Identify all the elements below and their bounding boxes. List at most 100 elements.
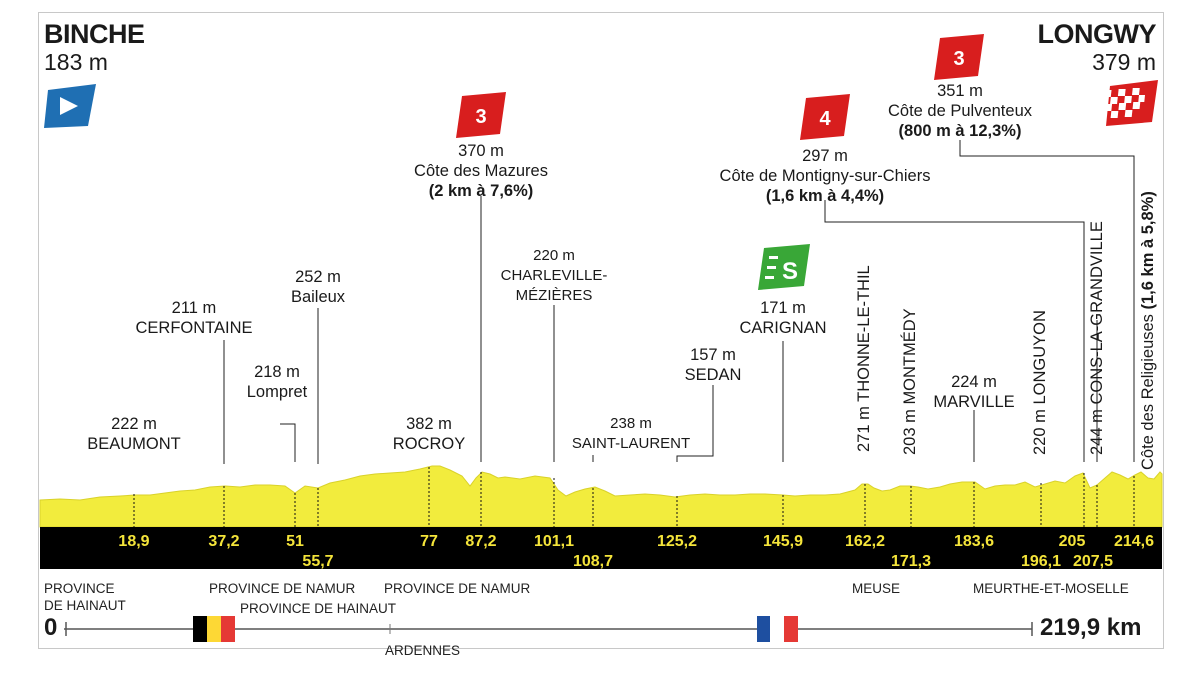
place-rocroy: 382 m ROCROY (369, 414, 489, 454)
place-name: CHARLEVILLE- (500, 267, 608, 284)
km-mark: 145,9 (763, 533, 803, 550)
province-namur-2: PROVINCE DE NAMUR (384, 581, 531, 596)
belgium-flag-icon (193, 616, 235, 642)
climb-name: Côte des Mazures (414, 162, 548, 180)
start-flag-icon (44, 84, 96, 128)
place-thonne-le-thil: 271 m THONNE-LE-THIL (855, 265, 873, 452)
svg-text:S: S (782, 258, 798, 285)
place-altitude: 238 m (610, 415, 652, 432)
france-flag-icon (757, 616, 798, 642)
km-mark: 183,6 (954, 533, 994, 550)
place-altitude: 222 m (111, 415, 157, 433)
km-mark: 55,7 (302, 553, 333, 570)
km-mark: 108,7 (573, 553, 613, 570)
place-altitude: 224 m (951, 373, 997, 391)
place-name: CERFONTAINE (135, 319, 253, 337)
place-name: BEAUMONT (87, 435, 181, 453)
sprint-badge-icon: S (758, 244, 810, 290)
dept-meuse: MEUSE (852, 581, 901, 596)
start-city: BINCHE (44, 19, 145, 49)
km-mark: 196,1 (1021, 553, 1061, 570)
svg-text:3: 3 (953, 48, 964, 70)
distance-total: 219,9 km (1040, 614, 1142, 641)
km-mark: 37,2 (208, 533, 239, 550)
start-altitude: 183 m (44, 49, 108, 75)
place-altitude: 382 m (406, 415, 452, 433)
finish-flag-icon (1103, 80, 1158, 126)
climb-cat-badge-montigny: 4 (800, 94, 850, 140)
climb-name: Côte de Pulventeux (887, 102, 1032, 120)
km-labels: 18,9 37,2 51 55,7 77 87,2 101,1 108,7 12… (118, 533, 1154, 570)
place-name: SEDAN (684, 366, 742, 384)
climb-detail: (1,6 km à 4,4%) (765, 187, 885, 205)
km-mark: 87,2 (465, 533, 496, 550)
place-name: MARVILLE (933, 393, 1015, 411)
leader-lines (223, 140, 1135, 464)
province-line: PROVINCE (44, 581, 115, 596)
climb-detail: (800 m à 12,3%) (898, 122, 1022, 140)
svg-text:4: 4 (819, 108, 831, 130)
climb-montigny: 297 m Côte de Montigny-sur-Chiers (1,6 k… (680, 146, 970, 206)
km-band (40, 527, 1162, 569)
place-altitude: 218 m (254, 363, 300, 381)
climb-name: Côte des Religieuses (1139, 314, 1157, 470)
place-cerfontaine: 211 m CERFONTAINE (114, 298, 274, 338)
place-name: ROCROY (392, 435, 466, 453)
climb-name: Côte de Montigny-sur-Chiers (719, 167, 931, 185)
province-hainaut: PROVINCE DE HAINAUT (44, 580, 126, 614)
climb-detail: (1,6 km à 5,8%) (1139, 191, 1157, 310)
place-montmedy: 203 m MONTMÉDY (901, 308, 919, 455)
place-lompret: 218 m Lompret (222, 362, 332, 402)
km-mark: 214,6 (1114, 533, 1154, 550)
province-namur-1: PROVINCE DE NAMUR (209, 581, 356, 596)
distance-start: 0 (44, 614, 58, 641)
place-longuyon: 220 m LONGUYON (1031, 310, 1049, 455)
km-mark: 205 (1059, 533, 1086, 550)
sprint-altitude: 171 m (760, 299, 806, 317)
place-altitude: 211 m (171, 299, 217, 317)
place-marville: 224 m MARVILLE (922, 372, 1026, 412)
place-sedan: 157 m SEDAN (663, 345, 763, 385)
place-charleville: 220 m CHARLEVILLE- MÉZIÈRES (484, 246, 624, 306)
climb-altitude: 297 m (802, 147, 848, 165)
finish-altitude: 379 m (1092, 49, 1156, 75)
km-mark: 207,5 (1073, 553, 1113, 570)
km-mark: 77 (420, 533, 438, 550)
place-name: SAINT-LAURENT (571, 435, 691, 452)
place-beaumont: 222 m BEAUMONT (64, 414, 204, 454)
province-line: DE HAINAUT (44, 598, 126, 613)
km-mark: 101,1 (534, 533, 574, 550)
km-mark: 162,2 (845, 533, 885, 550)
place-saint-laurent: 238 m SAINT-LAURENT (556, 414, 706, 454)
climb-altitude: 370 m (458, 142, 504, 160)
climb-detail: (2 km à 7,6%) (428, 182, 534, 200)
finish-city: LONGWY (1037, 19, 1157, 49)
km-mark: 18,9 (118, 533, 149, 550)
place-altitude: 220 m (533, 247, 575, 264)
place-altitude: 252 m (295, 268, 341, 286)
place-cons-la-grandville: 244 m CONS-LA-GRANDVILLE (1088, 221, 1106, 455)
km-mark: 51 (286, 533, 304, 550)
sprint-name: CARIGNAN (739, 319, 827, 337)
climb-cat-badge-mazures: 3 (456, 92, 506, 138)
place-name: Baileux (290, 288, 346, 306)
province-hainaut-2: PROVINCE DE HAINAUT (240, 601, 397, 616)
place-altitude: 157 m (690, 346, 736, 364)
km-mark: 171,3 (891, 553, 931, 570)
place-name-line2: MÉZIÈRES (515, 287, 593, 304)
dept-ardennes: ARDENNES (385, 643, 461, 658)
elevation-profile (39, 465, 1163, 528)
place-baileux: 252 m Baileux (268, 267, 368, 307)
climb-pulventeux: 351 m Côte de Pulventeux (800 m à 12,3%) (855, 81, 1065, 141)
climb-altitude: 351 m (937, 82, 983, 100)
place-name: Lompret (246, 383, 308, 401)
climb-cat-badge-pulventeux: 3 (934, 34, 984, 80)
km-ticks (133, 467, 1135, 527)
dept-meurthe-et-moselle: MEURTHE-ET-MOSELLE (973, 581, 1129, 596)
climb-religieuses: Côte des Religieuses (1,6 km à 5,8%) (1138, 191, 1158, 470)
climb-mazures: 370 m Côte des Mazures (2 km à 7,6%) (381, 141, 581, 201)
km-mark: 125,2 (657, 533, 697, 550)
svg-text:3: 3 (475, 106, 486, 128)
sprint-carignan: 171 m CARIGNAN (713, 298, 853, 338)
